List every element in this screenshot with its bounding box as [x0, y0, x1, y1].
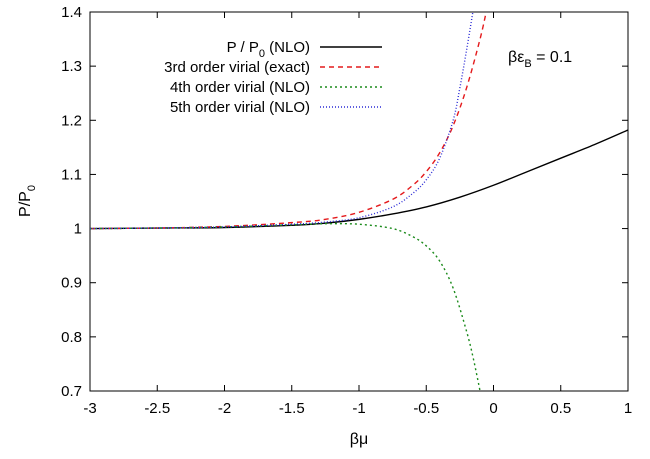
- y-tick-label: 0.7: [61, 383, 82, 400]
- x-tick-label: -2.5: [144, 400, 170, 417]
- annotation-base: βε: [508, 49, 524, 66]
- x-tick-label: -3: [83, 400, 96, 417]
- legend-label-base: P / P: [227, 39, 259, 56]
- legend-label: 5th order virial (NLO): [170, 99, 310, 116]
- y-tick-label: 1.2: [61, 112, 82, 129]
- legend-entry-nlo: P / P0 (NLO): [227, 39, 382, 60]
- legend-entry-3rd-order: 3rd order virial (exact): [164, 59, 382, 76]
- x-tick-label: 1: [624, 400, 632, 417]
- x-tick-label: -1: [352, 400, 365, 417]
- legend-label-sub: 0: [259, 48, 265, 60]
- series-line-4th-order: [90, 222, 481, 391]
- series-line-nlo: [90, 129, 628, 230]
- x-tick-label: -2: [218, 400, 231, 417]
- y-axis-title: P/P0: [17, 185, 38, 217]
- annotation-sub: B: [524, 58, 531, 70]
- y-tick-label: 0.8: [61, 329, 82, 346]
- legend-label: 4th order virial (NLO): [170, 79, 310, 96]
- y-tick-label: 1.4: [61, 4, 82, 21]
- y-tick-label: 0.9: [61, 275, 82, 292]
- x-tick-label: 0: [489, 400, 497, 417]
- y-tick-label: 1: [74, 221, 82, 238]
- legend-label: 3rd order virial (exact): [164, 59, 310, 76]
- x-tick-label: -1.5: [279, 400, 305, 417]
- legend-entry-5th-order: 5th order virial (NLO): [170, 99, 382, 116]
- x-axis-title: βμ: [350, 431, 368, 448]
- series-layer: [90, 12, 628, 391]
- x-tick-label: -0.5: [413, 400, 439, 417]
- y-axis-title-sub: 0: [26, 185, 38, 191]
- legend-label-suffix: (NLO): [265, 39, 310, 56]
- legend-entry-4th-order: 4th order virial (NLO): [170, 79, 382, 96]
- annotation-text: βεB = 0.1: [508, 49, 572, 70]
- y-tick-label: 1.1: [61, 166, 82, 183]
- y-axis-title-base: P/P: [17, 191, 34, 217]
- annotation-suffix: = 0.1: [532, 49, 573, 66]
- ticks: -3 -2.5 -2 -1.5 -1 -0.5 0 0.5 1 0.7 0.8 0.9 1 1.1 1.2 1…: [61, 4, 632, 417]
- x-tick-label: 0.5: [550, 400, 571, 417]
- y-tick-label: 1.3: [61, 58, 82, 75]
- legend: P / P0 (NLO)3rd order virial (exact)4th …: [164, 39, 382, 116]
- legend-label: P / P0 (NLO): [227, 39, 310, 60]
